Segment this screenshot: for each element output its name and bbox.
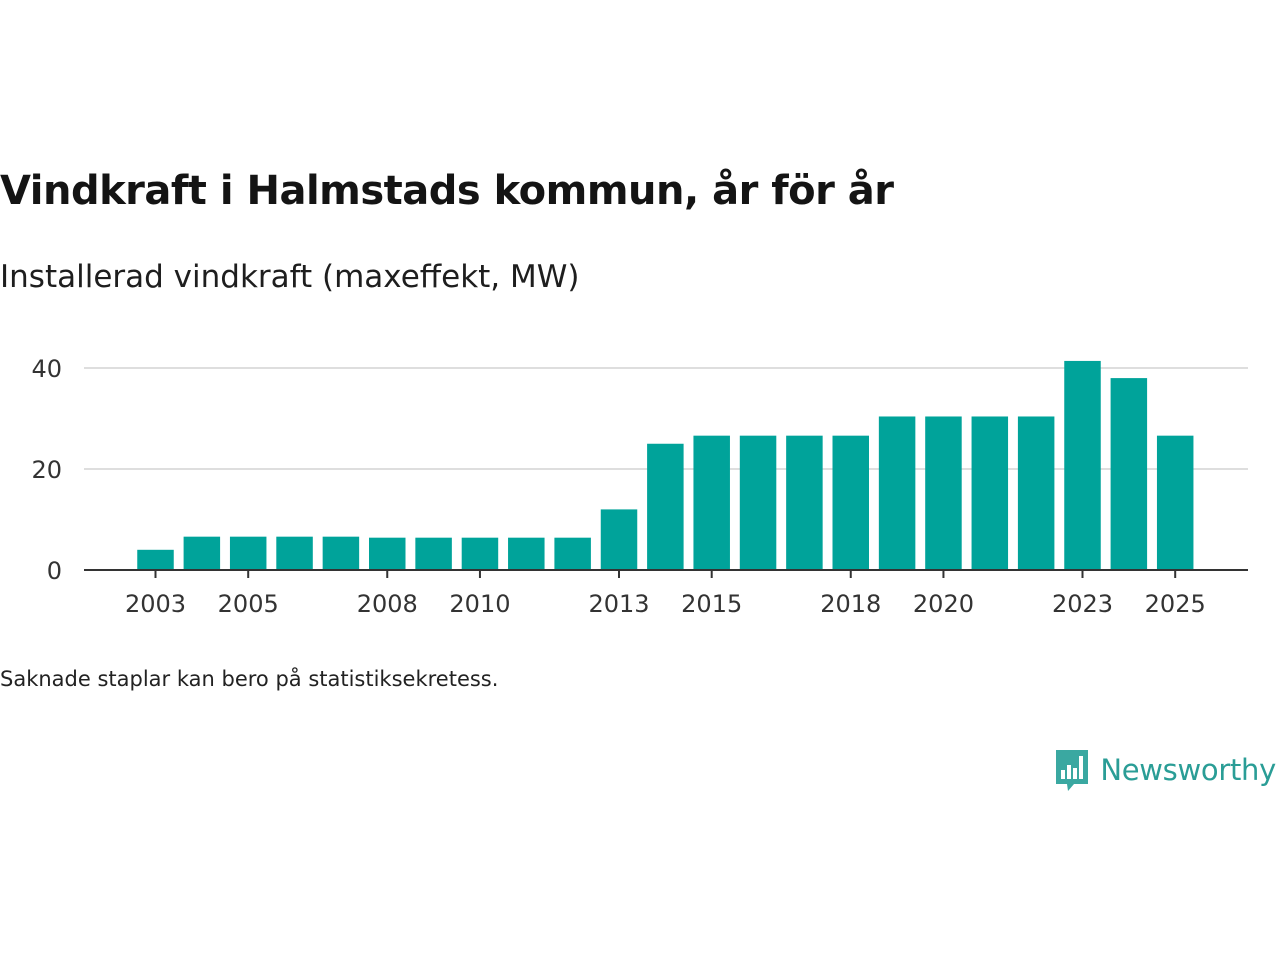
bar-2023	[1064, 360, 1101, 570]
bar-2006	[276, 536, 313, 570]
bar-2019	[878, 416, 916, 570]
bar-2014	[647, 443, 684, 570]
bar-2007	[322, 536, 360, 570]
x-tick-label: 2018	[820, 590, 881, 618]
chart-title: Vindkraft i Halmstads kommun, år för år	[0, 168, 894, 214]
bar-2024	[1110, 378, 1148, 570]
chart-subtitle: Installerad vindkraft (maxeffekt, MW)	[0, 259, 580, 295]
x-tick-label: 2005	[218, 590, 279, 618]
bar-2011	[508, 537, 545, 570]
bar-2010	[461, 537, 499, 570]
y-tick-label: 40	[31, 355, 62, 383]
newsworthy-logo-icon	[1056, 750, 1089, 791]
bar-2008	[369, 537, 406, 570]
axes: 0 20 40 2003 2005 2008 2010 2013 2015 2018 2020 202…	[31, 355, 1248, 618]
bar-2025	[1156, 435, 1194, 570]
bar-2020	[925, 416, 962, 570]
x-tick-label: 2010	[449, 590, 510, 618]
bars	[137, 360, 1194, 570]
x-tick-label: 2013	[588, 590, 649, 618]
x-tick-label: 2015	[681, 590, 742, 618]
bar-2009	[415, 537, 452, 570]
footnote: Saknade staplar kan bero på statistiksek…	[0, 667, 499, 691]
bar-2005	[229, 536, 267, 570]
x-tick-label: 2008	[357, 590, 418, 618]
x-tick-label: 2020	[913, 590, 974, 618]
x-tick-label: 2003	[125, 590, 186, 618]
x-tick-label: 2023	[1052, 590, 1113, 618]
x-tick-label: 2025	[1145, 590, 1206, 618]
bar-2022	[1017, 416, 1055, 570]
bar-2018	[832, 435, 869, 570]
y-tick-label: 20	[31, 456, 62, 484]
bar-2016	[739, 435, 777, 570]
bar-2021	[971, 416, 1009, 570]
y-tick-label: 0	[47, 557, 62, 585]
bar-chart: 0 20 40 2003 2005 2008 2010 2013 2015 2018 2020 202…	[31, 355, 1248, 618]
bar-2003	[137, 549, 174, 570]
brand-logo: Newsworthy	[1054, 748, 1276, 792]
bar-2004	[183, 536, 221, 570]
brand-name: Newsworthy	[1100, 753, 1276, 787]
bar-2012	[554, 537, 591, 570]
bar-2013	[600, 509, 638, 570]
bar-2017	[786, 435, 823, 570]
bar-2015	[693, 435, 730, 570]
